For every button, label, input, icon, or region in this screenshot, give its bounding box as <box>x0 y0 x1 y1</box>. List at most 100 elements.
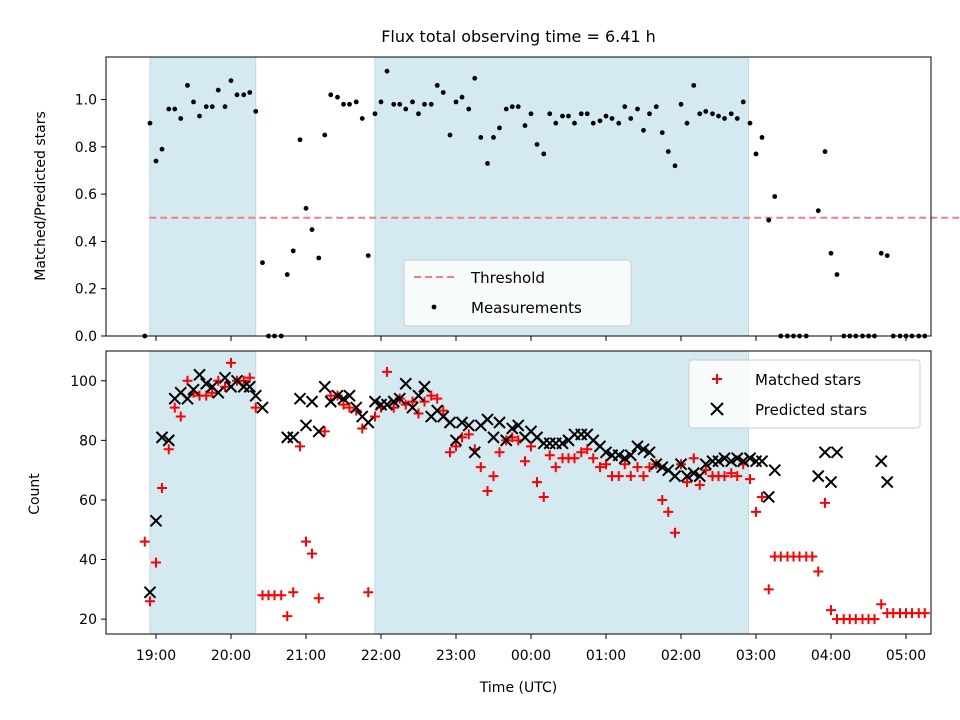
predicted-star-point <box>149 514 163 528</box>
measurement-point <box>572 120 577 126</box>
matched-star-point <box>157 483 167 494</box>
predicted-star-point <box>637 443 650 456</box>
matched-star-point <box>413 408 424 419</box>
measurement-point <box>172 106 178 112</box>
predicted-star-point <box>449 434 463 447</box>
measurement-point <box>290 248 296 254</box>
measurement-point <box>560 113 565 119</box>
count-x-tick-label: 01:00 <box>586 648 626 664</box>
matched-star-point <box>338 399 349 410</box>
predicted-star-point <box>443 416 457 429</box>
predicted-star-point <box>380 398 394 411</box>
predicted-star-point <box>399 377 412 390</box>
predicted-star-point <box>218 371 232 385</box>
predicted-star-point <box>812 469 825 483</box>
measurement-point <box>553 120 559 126</box>
predicted-star-point <box>731 452 744 465</box>
matched-star-point <box>307 548 317 559</box>
matched-star-point <box>494 447 505 458</box>
measurement-point <box>547 111 553 117</box>
predicted-star-point <box>212 386 225 399</box>
ratio-y-axis-label: Matched/Predicted stars <box>33 111 49 281</box>
matched-star-point <box>220 381 230 392</box>
ratio-legend: Threshold Measurements <box>403 259 632 327</box>
predicted-star-point <box>743 452 757 465</box>
measurement-point <box>472 75 478 81</box>
matched-star-point <box>169 402 180 413</box>
predicted-star-point <box>187 383 200 396</box>
matched-star-point <box>145 596 155 607</box>
ratio-legend-box <box>403 259 632 327</box>
matched-star-point <box>276 590 287 601</box>
matched-star-point <box>432 393 443 404</box>
matched-star-point <box>569 453 580 464</box>
measurement-point <box>215 87 221 93</box>
measurement-point <box>734 116 740 121</box>
measurement-point <box>678 101 684 107</box>
count-x-axis-label: Time (UTC) <box>479 680 557 696</box>
predicted-star-point <box>556 437 569 450</box>
predicted-star-point <box>155 431 169 444</box>
count-legend-box <box>688 359 921 429</box>
matched-star-point <box>820 497 830 508</box>
count-x-tick-label: 00:00 <box>511 648 551 664</box>
predicted-star-point <box>243 380 256 393</box>
matched-star-point <box>619 459 630 470</box>
matched-star-point <box>520 456 530 467</box>
measurement-point <box>722 116 727 121</box>
predicted-star-point <box>618 452 631 465</box>
predicted-star-point <box>824 475 838 489</box>
count-legend: Matched stars Predicted stars <box>688 359 921 429</box>
predicted-star-point <box>693 469 706 483</box>
matched-star-point <box>595 462 605 473</box>
matched-star-point <box>226 357 236 368</box>
predicted-star-point <box>699 457 712 471</box>
measurement-point <box>328 92 334 98</box>
matched-star-point <box>344 402 355 413</box>
predicted-star-point <box>387 395 400 408</box>
matched-legend-label: Matched stars <box>755 371 861 389</box>
measurement-point <box>447 132 453 138</box>
measurement-point <box>453 99 459 105</box>
measurement-point <box>716 113 721 119</box>
count-x-tick-label: 20:00 <box>211 648 251 664</box>
measurement-point <box>147 120 153 126</box>
predicted-star-point <box>418 380 431 393</box>
predicted-star-point <box>687 466 700 480</box>
matched-star-point <box>175 411 186 422</box>
matched-star-point <box>638 471 649 482</box>
measurement-point <box>691 82 697 88</box>
predicted-star-point <box>650 457 663 471</box>
matched-star-point <box>582 444 593 455</box>
measurement-point <box>647 111 652 117</box>
measurement-point <box>491 134 496 140</box>
predicted-star-point <box>506 422 519 435</box>
matched-star-point <box>363 587 374 598</box>
measurement-point <box>497 125 502 131</box>
count-y-tick-label: 60 <box>79 493 97 509</box>
predicted-star-point <box>830 446 844 459</box>
matched-star-point <box>182 375 193 386</box>
predicted-star-point <box>362 416 375 429</box>
matched-star-point <box>445 447 455 458</box>
measurement-point <box>222 104 228 110</box>
matched-star-point <box>532 477 542 488</box>
measurement-point <box>197 113 202 119</box>
measurement-point <box>878 250 884 256</box>
matched-star-point <box>475 462 486 473</box>
matched-star-point <box>288 587 299 598</box>
matched-star-point <box>576 447 587 458</box>
measurement-point <box>653 104 659 110</box>
matched-star-point <box>732 471 743 482</box>
measurement-point <box>284 272 290 277</box>
measurement-point <box>403 106 409 112</box>
measurement-point <box>628 116 634 121</box>
matched-star-point <box>919 608 930 619</box>
measurement-point <box>434 82 440 88</box>
matched-star-point <box>550 462 561 473</box>
measurement-point <box>566 113 571 119</box>
ratio-y-tick-label: 1.0 <box>75 93 97 109</box>
measurement-point <box>641 127 646 133</box>
predicted-star-point <box>668 469 682 483</box>
matched-star-point <box>813 566 824 577</box>
